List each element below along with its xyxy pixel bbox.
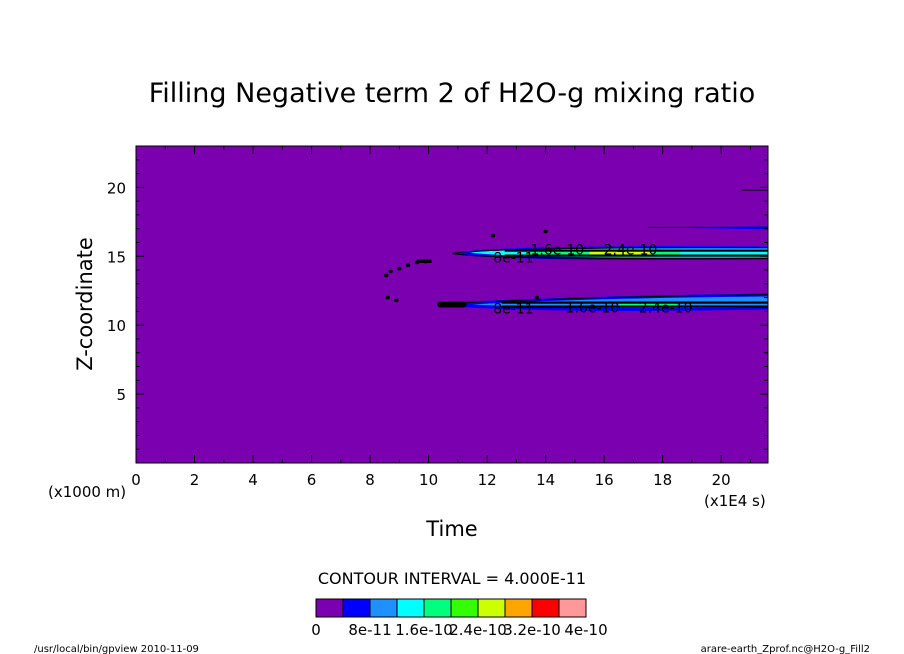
colorbar-labels: 0 8e-11 1.6e-102.4e-103.2e-10 4e-10 bbox=[311, 621, 607, 639]
plot-frame bbox=[135, 145, 769, 464]
x-tick-label: 6 bbox=[307, 471, 317, 489]
colorbar-label: 2.4e-10 bbox=[449, 621, 507, 639]
x-axis-label: Time bbox=[425, 517, 477, 541]
contour-line bbox=[437, 294, 769, 305]
colorbar-cell bbox=[315, 598, 344, 618]
contour-fill-green bbox=[618, 302, 678, 307]
x-tick-label: 20 bbox=[712, 471, 731, 489]
x-tick-label: 8 bbox=[365, 471, 375, 489]
colorbar-cell bbox=[450, 598, 479, 618]
colorbar-cell bbox=[504, 598, 533, 618]
x-unit-label: (x1E4 s) bbox=[704, 492, 766, 510]
x-tick-label: 12 bbox=[478, 471, 497, 489]
contour-blob bbox=[394, 298, 399, 303]
colorbar-cell bbox=[423, 598, 452, 618]
colorbar-cell bbox=[477, 598, 506, 618]
y-unit-label: (x1000 m) bbox=[48, 483, 126, 501]
y-axis-label: Z-coordinate bbox=[73, 237, 97, 371]
colorbar-cell bbox=[396, 598, 425, 618]
x-tick-label: 16 bbox=[595, 471, 614, 489]
contour-fill-yellow bbox=[589, 251, 651, 256]
colorbar-label: 1.6e-10 bbox=[395, 621, 453, 639]
contour-label: 1.6e-10 bbox=[566, 300, 620, 316]
contour-line bbox=[451, 247, 769, 254]
y-tick-label: 5 bbox=[116, 386, 126, 404]
contour-blob bbox=[385, 295, 390, 300]
x-tick-label: 10 bbox=[419, 471, 438, 489]
footer-left: /usr/local/bin/gpview 2010-11-09 bbox=[34, 644, 199, 654]
y-tick-label: 20 bbox=[107, 179, 126, 197]
x-tick-label: 0 bbox=[131, 471, 141, 489]
contour-blob bbox=[383, 273, 389, 278]
contour-line bbox=[451, 253, 769, 260]
colorbar bbox=[315, 598, 587, 618]
contour-line bbox=[501, 305, 768, 308]
contour-label: 8e-11 bbox=[493, 302, 533, 318]
colorbar-label: 0 bbox=[311, 621, 321, 639]
y-tick-label: 15 bbox=[107, 248, 126, 266]
contour-blob bbox=[534, 295, 540, 300]
contour-label: 1.6e-10 bbox=[530, 242, 584, 258]
colorbar-cell bbox=[369, 598, 398, 618]
x-tick-label: 18 bbox=[653, 471, 672, 489]
colorbar-cell bbox=[558, 598, 587, 618]
x-tick-label: 2 bbox=[190, 471, 200, 489]
contour-blob bbox=[543, 229, 548, 234]
x-tick-label: 14 bbox=[536, 471, 555, 489]
contour-line bbox=[504, 254, 768, 257]
y-axis: 5 10 15 20 bbox=[107, 159, 768, 450]
chart-title: Filling Negative term 2 of H2O-g mixing … bbox=[149, 78, 756, 109]
contour-line bbox=[504, 249, 768, 252]
contour-blob bbox=[388, 269, 393, 274]
contour-blob bbox=[405, 263, 411, 268]
x-axis: 0 2 4 6 8 10 12 14 16 18 20 bbox=[131, 146, 751, 489]
contour-interval-text: CONTOUR INTERVAL = 4.000E-11 bbox=[318, 569, 586, 588]
contour-label: 8e-11 bbox=[493, 251, 533, 267]
colorbar-label: 4e-10 bbox=[564, 621, 607, 639]
contour-blob bbox=[397, 266, 402, 271]
contour-line bbox=[501, 301, 768, 304]
colorbar-label: 3.2e-10 bbox=[503, 621, 561, 639]
colorbar-label: 8e-11 bbox=[348, 621, 391, 639]
contour-features bbox=[383, 189, 769, 311]
x-tick-label: 4 bbox=[248, 471, 258, 489]
colorbar-cell bbox=[531, 598, 560, 618]
y-tick-label: 10 bbox=[107, 317, 126, 335]
contour-blob bbox=[416, 259, 432, 263]
contour-label: 2.4e-10 bbox=[639, 300, 693, 316]
footer-right: arare-earth_Zprof.nc@H2O-g_Fill2 bbox=[701, 644, 870, 654]
colorbar-cell bbox=[342, 598, 371, 618]
contour-blob bbox=[490, 233, 496, 238]
contour-label: 2.4e-10 bbox=[604, 242, 658, 258]
